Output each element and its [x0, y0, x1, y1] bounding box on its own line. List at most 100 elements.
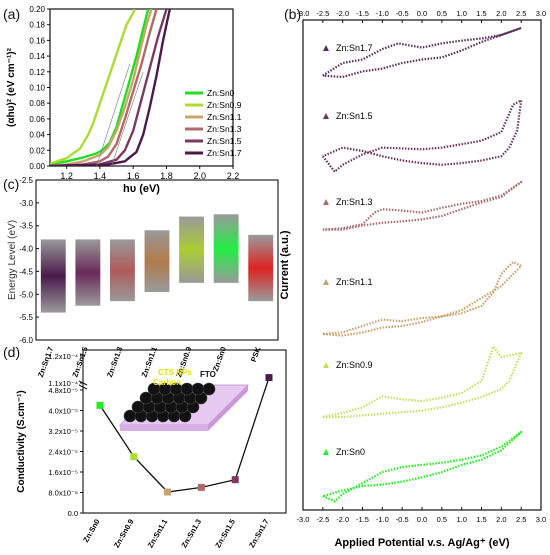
tangent-line-a — [111, 71, 144, 166]
x-tick-label-top-b: 2.5 — [516, 9, 526, 18]
legend-label-a: Zn:Sn1.5 — [207, 136, 242, 146]
y-tick-label-a: 0.04 — [29, 131, 45, 140]
carbon-particle — [191, 382, 205, 396]
legend-marker-b — [323, 362, 329, 368]
carbon-particle — [172, 391, 186, 405]
x-axis-label-b: Applied Potential v.s. Ag/Ag⁺ (eV) — [334, 537, 509, 549]
y-tick-label-c: -3.5 — [19, 222, 33, 231]
x-tick-label-b: 1.5 — [476, 515, 486, 524]
axis-break-d — [78, 384, 88, 390]
axis-break-d — [78, 380, 88, 386]
category-label-d: Zn:Sn1.1 — [146, 518, 170, 550]
y-tick-label-d: 4.8x10⁻⁵ — [48, 386, 78, 395]
legend-label-b: Zn:Sn0 — [336, 447, 365, 457]
x-tick-label-top-b: 0.0 — [417, 9, 427, 18]
carbon-particle — [150, 391, 164, 405]
category-label-d: Zn:Sn1.3 — [180, 518, 204, 550]
y-axis-label-b: Current (a.u.) — [279, 230, 291, 299]
y-tick-label-a: 0.20 — [29, 5, 45, 14]
x-tick-label-a: 1.4 — [94, 171, 107, 181]
carbon-particle — [131, 400, 145, 414]
carbon-particle — [142, 400, 156, 414]
energy-bar-Zn:Sn0 — [213, 214, 239, 283]
y-axis-label-a: (αhυ)² (eV cm⁻¹)² — [6, 47, 17, 127]
x-tick-label-top-b: -1.5 — [356, 9, 369, 18]
y-tick-label-c: -4.5 — [19, 267, 33, 276]
plot-frame-a — [49, 8, 234, 167]
conductivity-line — [99, 377, 270, 493]
y-tick-label-d: 0.0 — [68, 509, 78, 518]
carbon-particle — [202, 382, 216, 396]
legend-label-a: Zn:Sn1.1 — [207, 112, 242, 122]
plot-frame-c — [35, 179, 279, 341]
legend-marker-b — [323, 199, 329, 205]
x-tick-label-top-b: 1.0 — [456, 9, 466, 18]
y-tick-label-a: 0.12 — [29, 68, 45, 77]
legend-marker-b — [323, 45, 329, 51]
cv-curve-Zn:Sn1.5 — [321, 99, 523, 173]
category-label-c: Zn:Sn0.9 — [174, 346, 193, 379]
y-tick-label-d: 3.2x10⁻⁵ — [48, 427, 78, 436]
carbon-particle — [123, 409, 137, 423]
y-tick-label-c: -3.0 — [19, 199, 33, 208]
inset-illustration: CTS NPs FTO Carbon — [118, 368, 250, 431]
x-tick-label-a: 1.6 — [127, 171, 140, 181]
cv-curve-Zn:Sn0 — [322, 430, 523, 503]
carbon-particle — [180, 382, 194, 396]
x-tick-label-top-b: 2.0 — [496, 9, 506, 18]
panel-letter-c: (c) — [3, 176, 20, 192]
x-tick-label-b: 3.0 — [536, 515, 546, 524]
legend-label-b: Zn:Sn1.5 — [336, 111, 373, 121]
x-tick-label-top-b: 0.5 — [437, 9, 447, 18]
legend-label-a: Zn:Sn1.3 — [207, 124, 242, 134]
carbon-particle — [139, 391, 153, 405]
legend-label-a: Zn:Sn1.7 — [207, 148, 242, 158]
y-tick-label-c: -5.5 — [19, 313, 33, 322]
data-point-Zn:Sn1.3 — [197, 483, 205, 491]
carbon-particle — [194, 391, 208, 405]
y-tick-label-a: 0.08 — [29, 99, 45, 108]
category-label-c: Zn:Sn0 — [211, 346, 228, 373]
panel-letter-a: (a) — [3, 6, 21, 22]
carbon-particle — [169, 382, 183, 396]
category-label-d: Zn:Sn0.9 — [112, 518, 136, 550]
legend-label-b: Zn:Sn0.9 — [336, 360, 373, 370]
data-point-Zn:Sn1.7 — [265, 374, 273, 382]
y-tick-label-c: -6.0 — [19, 336, 33, 345]
x-axis-label-a: hυ (eV) — [123, 183, 160, 195]
series-line-Zn:Sn1.7 — [50, 9, 171, 166]
y-tick-label-d: 1.1x10⁻⁴ — [48, 379, 78, 388]
category-label-d: Zn:Sn0 — [81, 518, 102, 545]
cv-curve-Zn:Sn0.9 — [322, 345, 523, 419]
legend-label-a: Zn:Sn0 — [207, 88, 235, 98]
y-tick-label-c: -2.5 — [19, 176, 33, 185]
y-tick-label-a: 0.18 — [29, 21, 45, 30]
category-label-d: Zn:Sn1.7 — [247, 518, 271, 550]
energy-bar-Zn:Sn0.9 — [179, 216, 205, 283]
x-tick-label-b: -2.5 — [316, 515, 329, 524]
carbon-particle — [186, 400, 200, 414]
tangent-line-a — [96, 63, 131, 166]
inset-label-cts: CTS NPs — [158, 368, 192, 377]
cv-curve-Zn:Sn1.7 — [322, 26, 523, 79]
x-tick-label-b: -0.5 — [396, 515, 409, 524]
carbon-particle — [161, 391, 175, 405]
cv-curve-Zn:Sn1.1 — [322, 260, 523, 337]
category-label-c: Zn:Sn1.1 — [140, 346, 159, 379]
legend-label-a: Zn:Sn0.9 — [207, 100, 242, 110]
inset-label-carbon: Carbon — [153, 378, 181, 387]
carbon-particle — [153, 400, 167, 414]
carbon-particle — [164, 400, 178, 414]
x-tick-label-b: 2.5 — [516, 515, 526, 524]
data-point-Zn:Sn1.1 — [164, 488, 172, 496]
carbon-particle — [175, 400, 189, 414]
legend-marker-b — [323, 449, 329, 455]
carbon-particle — [178, 409, 192, 423]
x-tick-label-a: 1.2 — [60, 171, 73, 181]
x-tick-label-top-b: 3.0 — [536, 9, 546, 18]
carbon-particle — [167, 409, 181, 423]
y-tick-label-a: 0.06 — [29, 115, 45, 124]
inset-label-fto: FTO — [200, 370, 216, 379]
x-tick-label-top-b: -0.5 — [396, 9, 409, 18]
